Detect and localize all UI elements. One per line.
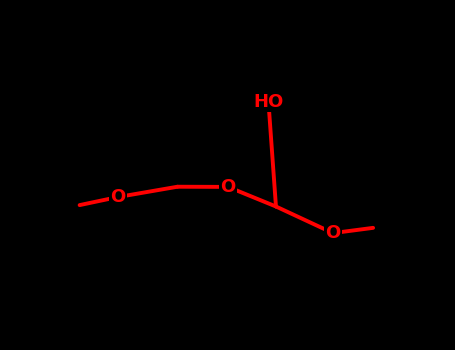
Text: O: O: [220, 178, 236, 196]
Text: O: O: [325, 224, 341, 242]
Text: O: O: [110, 188, 126, 206]
Text: HO: HO: [253, 93, 283, 111]
